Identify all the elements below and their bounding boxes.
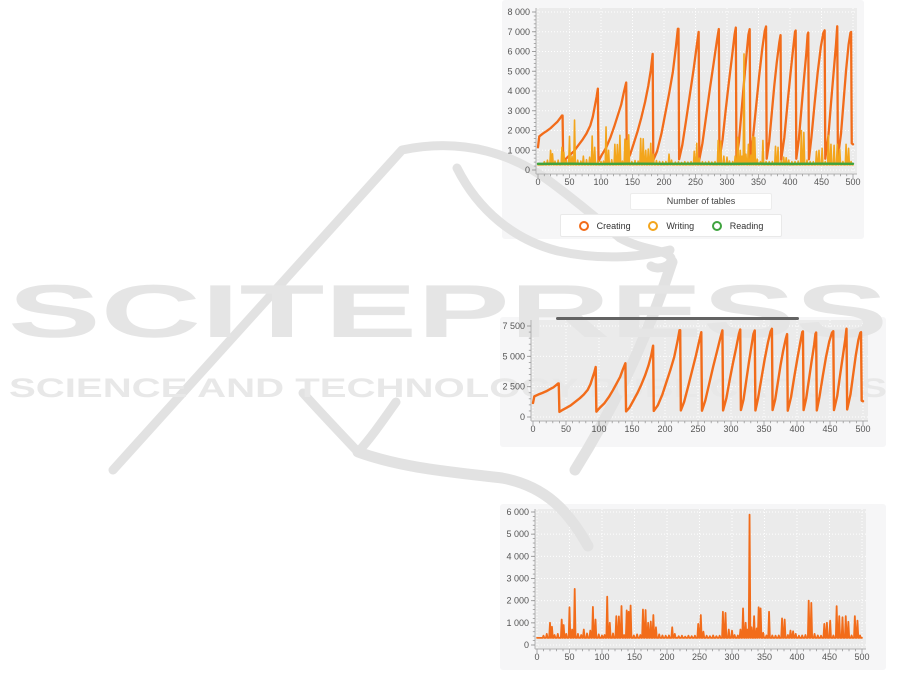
- x-tick-label: 100: [594, 652, 609, 662]
- legend-label: Creating: [596, 220, 631, 231]
- x-tick-label: 450: [814, 177, 829, 187]
- y-tick-label: 6 000: [506, 507, 529, 517]
- x-tick-label: 200: [659, 652, 674, 662]
- x-tick-label: 400: [789, 424, 804, 434]
- x-tick-label: 50: [564, 177, 574, 187]
- x-tick-label: 0: [535, 177, 540, 187]
- y-tick-label: 2 000: [506, 596, 529, 606]
- legend-label: Writing: [666, 220, 695, 231]
- y-tick-label: 7 500: [502, 321, 525, 331]
- y-tick-label: 5 000: [507, 66, 530, 76]
- y-tick-label: 4 000: [506, 551, 529, 561]
- legend-label: Reading: [729, 220, 764, 231]
- y-tick-label: 5 000: [506, 529, 529, 539]
- y-tick-label: 8 000: [507, 7, 530, 17]
- x-tick-label: 300: [719, 177, 734, 187]
- y-tick-label: 6 000: [507, 47, 530, 57]
- y-tick-label: 3 000: [506, 574, 529, 584]
- x-tick-label: 250: [692, 652, 707, 662]
- y-tick-label: 4 000: [507, 86, 530, 96]
- x-tick-label: 500: [855, 424, 870, 434]
- x-tick-label: 150: [625, 177, 640, 187]
- x-tick-label: 0: [534, 652, 539, 662]
- x-tick-label: 350: [751, 177, 766, 187]
- x-tick-label: 400: [789, 652, 804, 662]
- y-tick-label: 7 000: [507, 27, 530, 37]
- x-tick-label: 350: [757, 652, 772, 662]
- legend-ring-icon: [648, 220, 659, 231]
- x-tick-label: 0: [530, 424, 535, 434]
- chart-writing-detail: 0 50 100 150 200 250 300 350 400 450 500 0 1 000 2 00…: [500, 504, 886, 670]
- x-tick-label: 100: [591, 424, 606, 434]
- chart-creating-detail: 0 50 100 150 200 250 300 350 400 450 500 0 2 500 5 00…: [500, 317, 886, 447]
- x-tick-label: 450: [822, 424, 837, 434]
- y-tick-label: 2 500: [502, 382, 525, 392]
- x-tick-label: 150: [627, 652, 642, 662]
- legend-entry-writing: Writing: [648, 220, 695, 231]
- x-tick-label: 500: [845, 177, 860, 187]
- divider-bar: [556, 317, 799, 320]
- legend-entry-creating: Creating: [578, 220, 631, 231]
- y-tick-label: 1 000: [506, 618, 529, 628]
- legend-entry-reading: Reading: [711, 220, 764, 231]
- x-tick-label: 250: [688, 177, 703, 187]
- legend-ring-icon: [711, 220, 722, 231]
- x-tick-label: 200: [656, 177, 671, 187]
- x-tick-label: 500: [854, 652, 869, 662]
- x-tick-label: 300: [724, 652, 739, 662]
- chart3-data-layer: 0 50 100 150 200 250 300 350 400 450 500 0 1 000 2 00…: [506, 507, 869, 662]
- legend-ring-icon: [578, 220, 589, 231]
- x-axis-title: Number of tables: [630, 193, 772, 210]
- legend: Creating Writing Reading: [560, 214, 782, 237]
- x-tick-label: 350: [756, 424, 771, 434]
- x-tick-label: 50: [561, 424, 571, 434]
- y-tick-label: 0: [525, 165, 530, 175]
- x-tick-label: 300: [723, 424, 738, 434]
- x-tick-label: 400: [782, 177, 797, 187]
- x-tick-label: 100: [593, 177, 608, 187]
- series-creating: [536, 25, 855, 163]
- x-tick-label: 450: [822, 652, 837, 662]
- y-tick-label: 3 000: [507, 106, 530, 116]
- y-tick-label: 5 000: [502, 351, 525, 361]
- x-tick-label: 50: [564, 652, 574, 662]
- x-tick-label: 150: [624, 424, 639, 434]
- x-tick-label: 250: [690, 424, 705, 434]
- series-creating: [531, 327, 865, 414]
- y-tick-label: 0: [524, 640, 529, 650]
- y-tick-label: 0: [520, 412, 525, 422]
- y-tick-label: 1 000: [507, 145, 530, 155]
- series-writing: [536, 513, 863, 639]
- chart2-data-layer: 0 50 100 150 200 250 300 350 400 450 500 0 2 500 5 00…: [502, 320, 871, 434]
- y-tick-label: 2 000: [507, 126, 530, 136]
- x-tick-label: 200: [657, 424, 672, 434]
- chart-create-write-read: 0 50 100 150 200 250 300 350 400 450 500 0 1 000 2 00…: [502, 0, 864, 239]
